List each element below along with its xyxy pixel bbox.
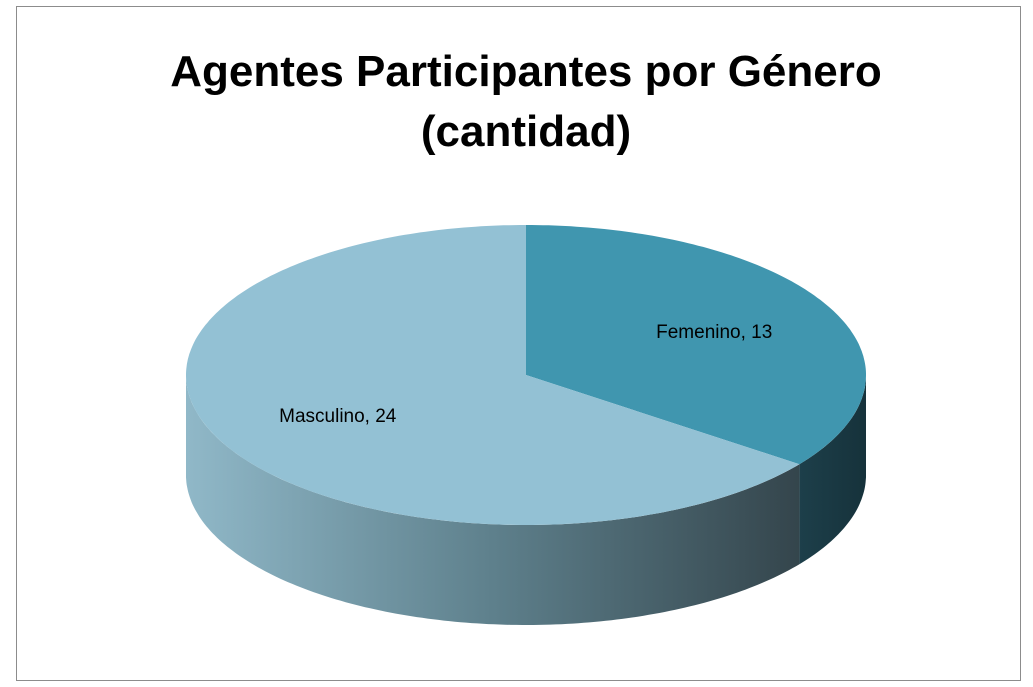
pie-slice — [186, 225, 800, 525]
slice-side — [186, 375, 800, 625]
data-label: Masculino, 24 — [279, 406, 397, 427]
chart-frame — [16, 6, 1021, 681]
data-label: Femenino, 13 — [656, 322, 772, 343]
slice-side — [799, 375, 866, 565]
pie-slice — [526, 225, 866, 465]
chart-title: Agentes Participantes por Género (cantid… — [170, 47, 882, 156]
